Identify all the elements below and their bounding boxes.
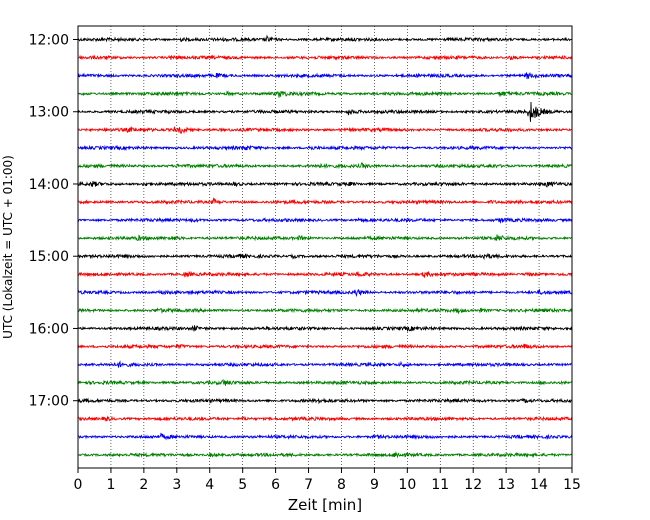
trace-1515 — [77, 270, 573, 278]
x-axis-ticks: 0 1 2 3 4 5 6 7 8 9 10 11 12 13 14 15 — [74, 468, 581, 493]
trace-1500 — [77, 252, 573, 260]
trace-1215 — [77, 54, 573, 61]
x-tick-label: 8 — [337, 477, 346, 493]
y-tick-label: 16:00 — [29, 321, 69, 337]
trace-1700 — [77, 397, 573, 405]
trace-1200 — [77, 34, 573, 43]
trace-1530 — [77, 288, 573, 298]
x-tick-label: 12 — [464, 477, 482, 493]
trace-1230 — [77, 71, 573, 80]
trace-1630 — [77, 360, 573, 368]
trace-1745 — [77, 451, 573, 459]
x-tick-label: 10 — [398, 477, 416, 493]
trace-1315 — [77, 125, 573, 134]
x-tick-label: 9 — [370, 477, 379, 493]
x-tick-label: 4 — [205, 477, 214, 493]
x-tick-label: 2 — [139, 477, 148, 493]
trace-1600 — [77, 324, 573, 332]
plot-frame — [77, 25, 573, 469]
trace-1615 — [77, 343, 573, 350]
seismogram-traces — [77, 34, 573, 459]
trace-1730 — [77, 432, 573, 441]
trace-1415 — [77, 196, 573, 206]
y-tick-label: 13:00 — [29, 105, 69, 121]
x-tick-label: 0 — [74, 477, 83, 493]
y-tick-label: 15:00 — [29, 249, 69, 265]
trace-1345 — [77, 162, 573, 170]
trace-1645 — [77, 378, 573, 386]
trace-1245 — [77, 90, 573, 98]
trace-1545 — [77, 307, 573, 315]
x-tick-label: 1 — [106, 477, 115, 493]
trace-1300 — [77, 101, 573, 122]
x-axis-title: Zeit [min] — [288, 496, 362, 514]
trace-1445 — [77, 234, 573, 242]
x-tick-label: 6 — [271, 477, 280, 493]
x-tick-label: 14 — [530, 477, 548, 493]
trace-1400 — [77, 180, 573, 188]
trace-1330 — [77, 144, 573, 152]
x-tick-label: 3 — [172, 477, 181, 493]
y-tick-label: 17:00 — [29, 394, 69, 410]
trace-1430 — [77, 216, 573, 224]
y-tick-label: 12:00 — [29, 33, 69, 49]
x-tick-label: 15 — [563, 477, 581, 493]
y-axis-title: UTC (Lokalzeit = UTC + 01:00) — [1, 155, 15, 339]
y-axis-ticks: 12:00 13:00 14:00 15:00 16:00 17:00 — [29, 33, 78, 410]
x-tick-label: 7 — [304, 477, 313, 493]
trace-1715 — [77, 415, 573, 423]
y-tick-label: 14:00 — [29, 177, 69, 193]
x-tick-label: 5 — [238, 477, 247, 493]
x-tick-label: 11 — [431, 477, 449, 493]
x-tick-label: 13 — [497, 477, 515, 493]
